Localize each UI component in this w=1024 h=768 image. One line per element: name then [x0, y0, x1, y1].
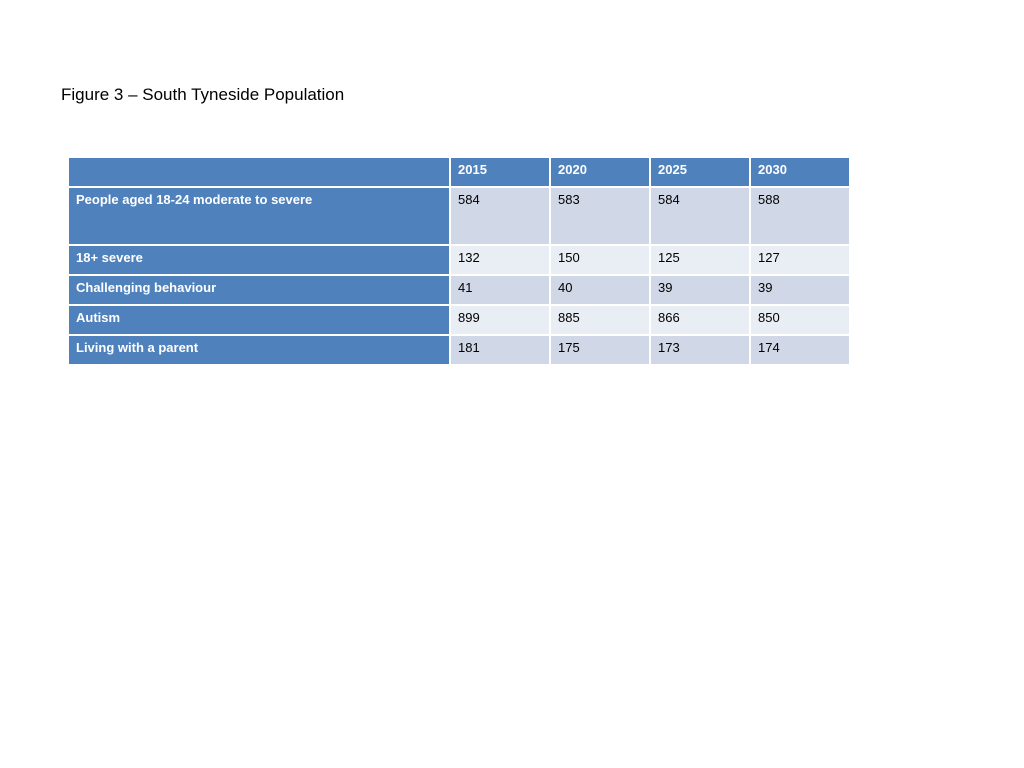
- table-cell: 885: [551, 306, 649, 334]
- table-cell: 132: [451, 246, 549, 274]
- header-blank-cell: [69, 158, 449, 186]
- table-cell: 181: [451, 336, 549, 364]
- header-year-2030: 2030: [751, 158, 849, 186]
- table-row: Living with a parent 181 175 173 174: [69, 336, 849, 364]
- table-row: Autism 899 885 866 850: [69, 306, 849, 334]
- table-cell: 899: [451, 306, 549, 334]
- table-cell: 588: [751, 188, 849, 244]
- table-row: Challenging behaviour 41 40 39 39: [69, 276, 849, 304]
- table-cell: 40: [551, 276, 649, 304]
- table-cell: 39: [751, 276, 849, 304]
- table-cell: 584: [651, 188, 749, 244]
- table-header-row: 2015 2020 2025 2030: [69, 158, 849, 186]
- figure-title: Figure 3 – South Tyneside Population: [61, 85, 345, 104]
- row-label: Challenging behaviour: [69, 276, 449, 304]
- table-cell: 125: [651, 246, 749, 274]
- row-label: Autism: [69, 306, 449, 334]
- table-cell: 127: [751, 246, 849, 274]
- table-row: People aged 18-24 moderate to severe 584…: [69, 188, 849, 244]
- population-table: 2015 2020 2025 2030 People aged 18-24 mo…: [67, 156, 851, 366]
- header-year-2020: 2020: [551, 158, 649, 186]
- header-year-2025: 2025: [651, 158, 749, 186]
- table-cell: 583: [551, 188, 649, 244]
- table-row: 18+ severe 132 150 125 127: [69, 246, 849, 274]
- table-cell: 173: [651, 336, 749, 364]
- table-cell: 150: [551, 246, 649, 274]
- table-cell: 41: [451, 276, 549, 304]
- table-cell: 175: [551, 336, 649, 364]
- row-label: Living with a parent: [69, 336, 449, 364]
- table-cell: 584: [451, 188, 549, 244]
- table-cell: 866: [651, 306, 749, 334]
- header-year-2015: 2015: [451, 158, 549, 186]
- table-cell: 850: [751, 306, 849, 334]
- table-cell: 174: [751, 336, 849, 364]
- row-label: 18+ severe: [69, 246, 449, 274]
- table-cell: 39: [651, 276, 749, 304]
- row-label: People aged 18-24 moderate to severe: [69, 188, 449, 244]
